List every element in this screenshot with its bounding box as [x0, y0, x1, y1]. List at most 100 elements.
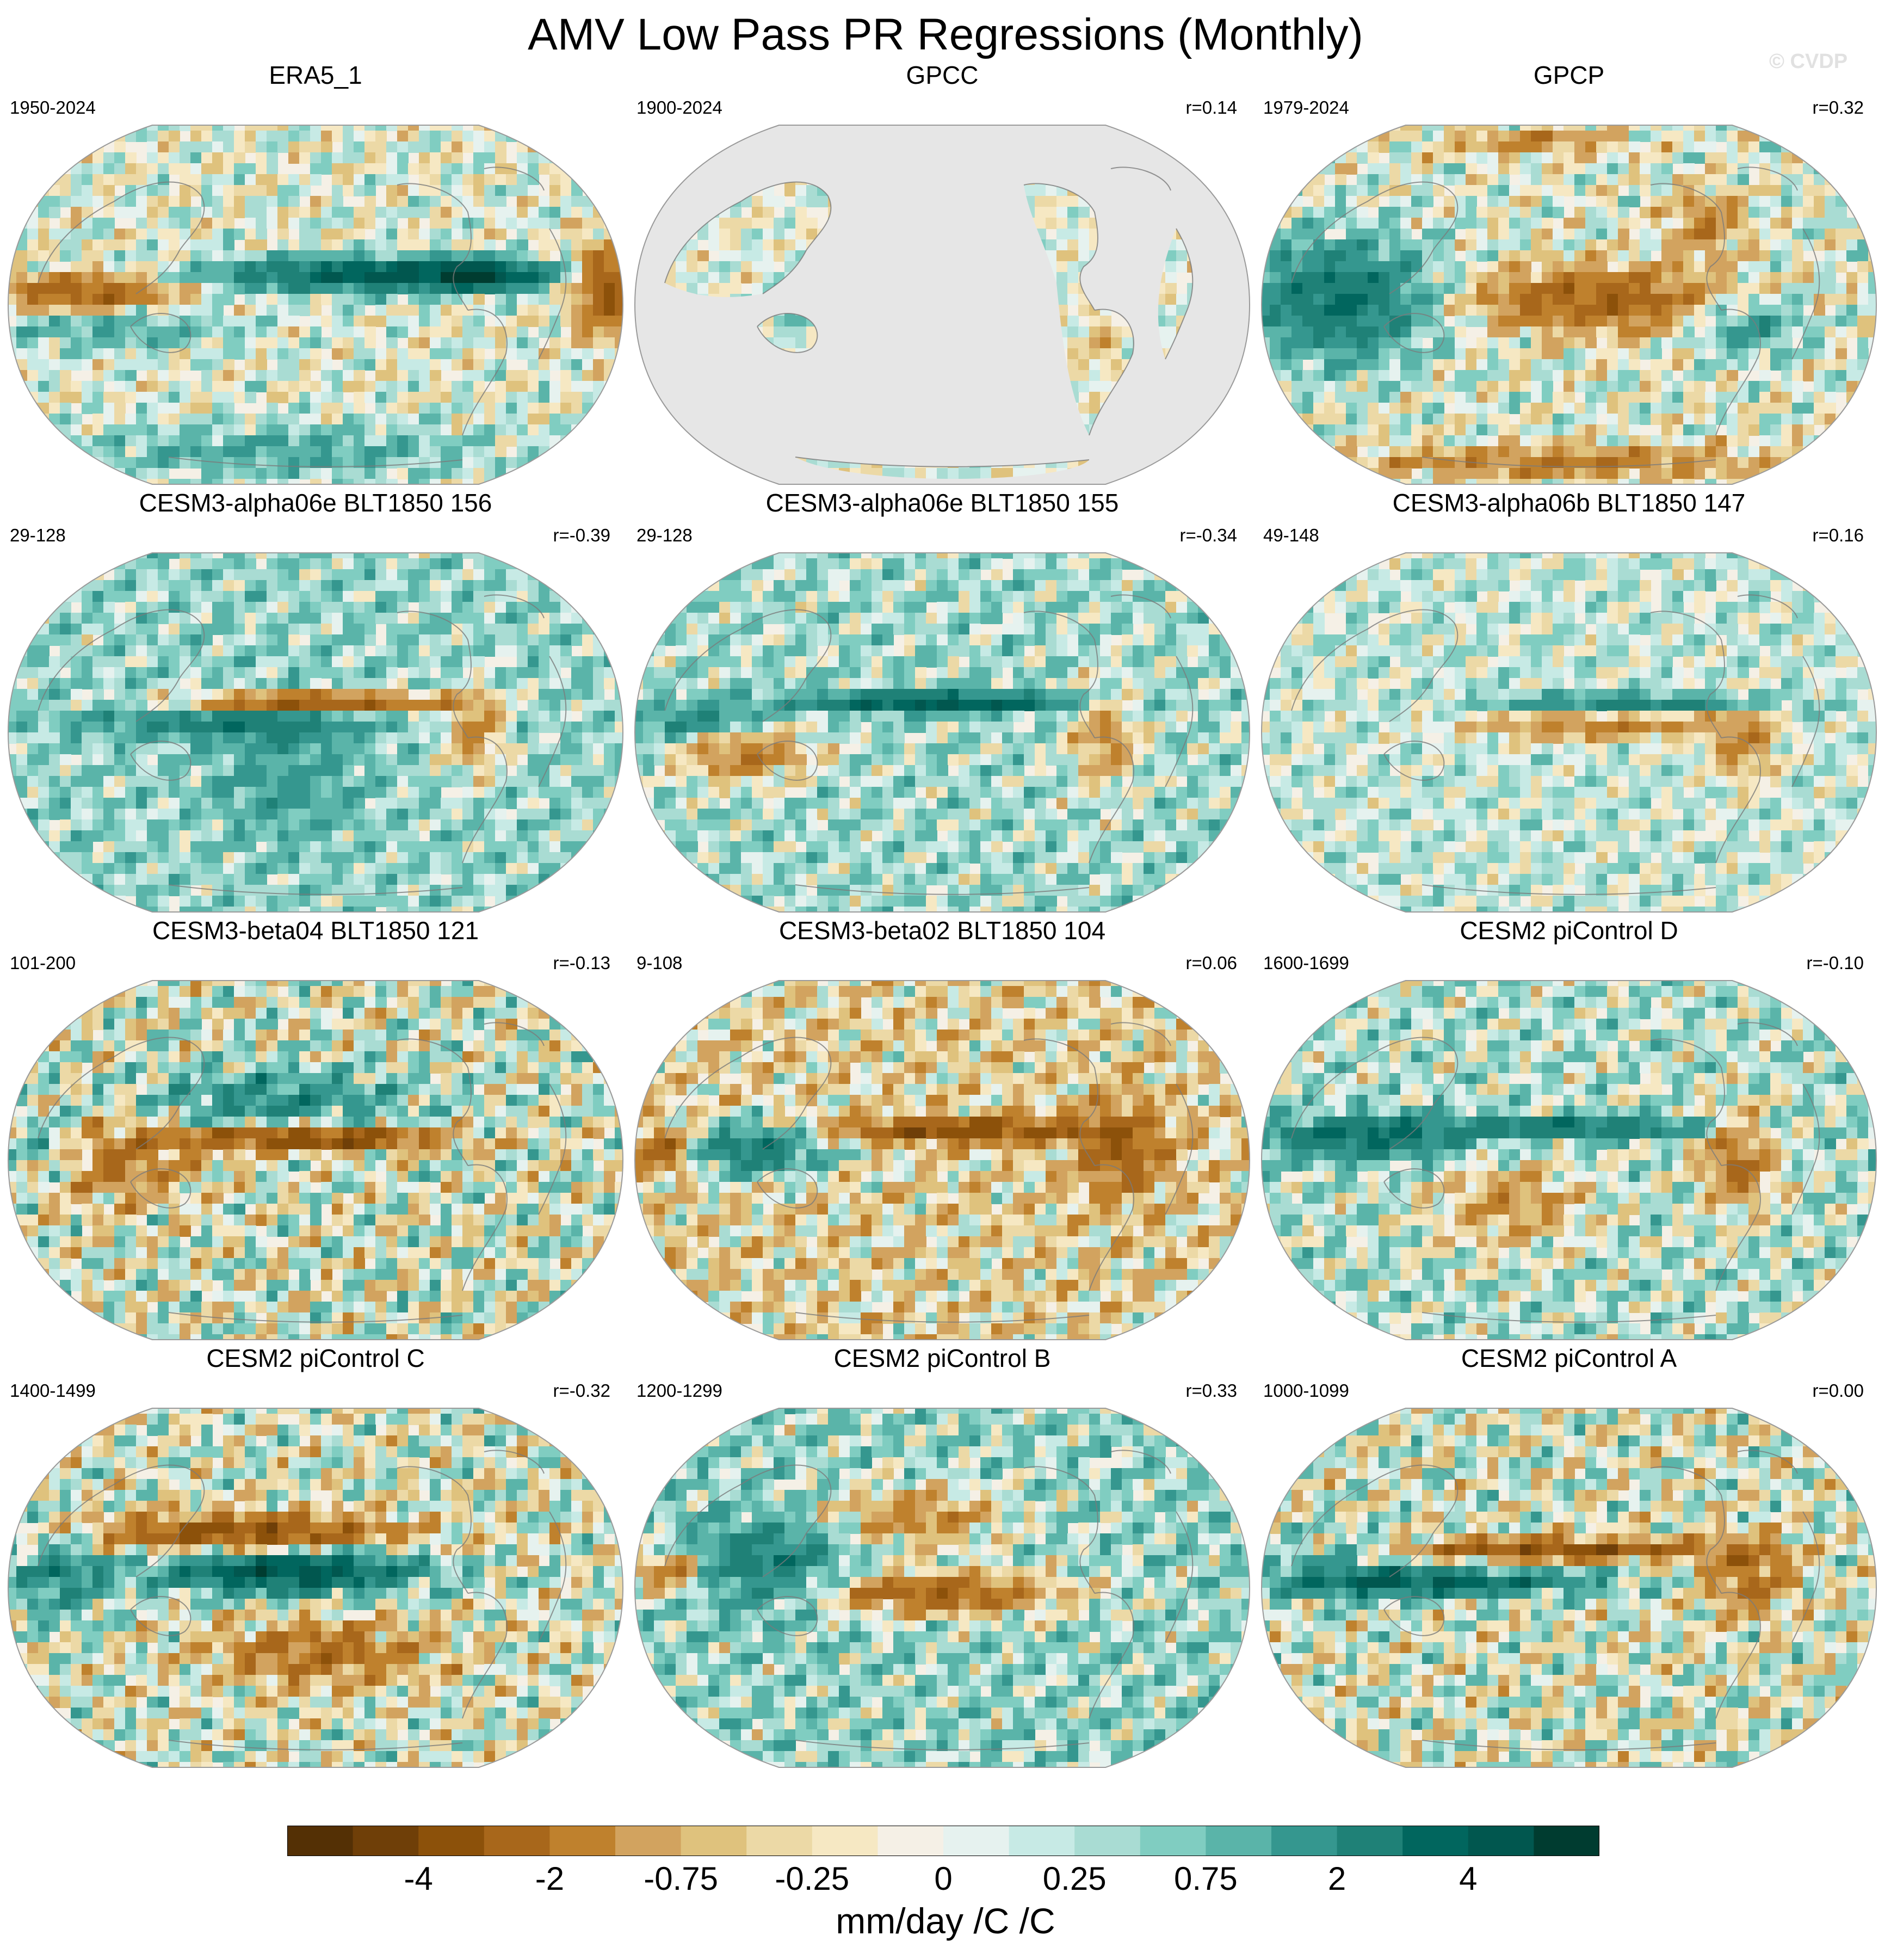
map-cell	[1335, 294, 1346, 305]
map-cell	[386, 457, 398, 469]
map-cell	[114, 125, 126, 131]
map-cell	[452, 272, 463, 283]
map-cell	[1144, 468, 1155, 479]
map-cell	[1455, 403, 1466, 414]
map-cell	[1618, 316, 1629, 327]
map-cell	[473, 381, 485, 392]
map-cell	[1836, 152, 1847, 164]
map-cell	[1466, 348, 1477, 360]
map-cell	[1770, 283, 1782, 294]
map-cell	[1585, 326, 1597, 338]
map-cell	[635, 414, 644, 425]
map-cell	[1379, 381, 1390, 392]
map-cell	[1487, 348, 1499, 360]
map-cell	[1836, 229, 1847, 240]
map-cell	[245, 446, 256, 458]
map-cell	[1509, 348, 1521, 360]
map-cell	[1640, 261, 1651, 273]
map-cell	[60, 131, 71, 142]
map-cell	[277, 414, 289, 425]
map-cell	[1241, 141, 1250, 153]
map-cell	[288, 141, 300, 153]
map-cell	[430, 283, 441, 294]
map-cell	[1716, 125, 1727, 131]
map-cell	[212, 163, 224, 175]
map-cell	[473, 326, 485, 338]
map-cell	[49, 316, 60, 327]
map-cell	[1262, 125, 1270, 131]
map-cell	[60, 185, 71, 196]
map-cell	[1520, 403, 1531, 414]
map-cell	[1444, 163, 1455, 175]
map-cell	[1694, 294, 1705, 305]
map-cell	[201, 185, 213, 196]
map-cell	[386, 381, 398, 392]
map-cell	[1574, 196, 1586, 207]
map-cell	[643, 457, 654, 469]
map-cell	[299, 250, 311, 262]
map-cell	[1220, 152, 1231, 164]
map-cell	[223, 326, 234, 338]
map-cell	[234, 326, 245, 338]
map-cell	[1542, 403, 1553, 414]
map-cell	[1738, 229, 1749, 240]
map-cell	[549, 141, 561, 153]
map-cell	[190, 424, 202, 436]
map-cell	[364, 131, 376, 142]
map-cell	[419, 479, 430, 484]
map-cell	[1694, 152, 1705, 164]
map-cell	[1694, 283, 1705, 294]
map-cell	[354, 446, 365, 458]
map-cell	[1868, 141, 1876, 153]
map-cell	[1727, 131, 1738, 142]
map-cell	[604, 414, 615, 425]
map-cell	[114, 174, 126, 186]
map-cell	[1727, 381, 1738, 392]
map-cell	[1368, 239, 1379, 251]
map-cell	[114, 403, 126, 414]
map-cell	[114, 370, 126, 381]
map-cell	[386, 294, 398, 305]
map-cell	[1466, 283, 1477, 294]
map-cell	[1476, 359, 1488, 371]
map-cell	[1509, 403, 1521, 414]
map-cell	[752, 218, 763, 229]
map-cell	[473, 359, 485, 371]
map-cell	[277, 250, 289, 262]
map-cell	[484, 305, 496, 316]
map-cell	[528, 424, 539, 436]
map-cell	[635, 359, 644, 371]
map-cell	[1596, 141, 1608, 153]
map-cell	[212, 229, 224, 240]
map-cell	[82, 185, 93, 196]
map-cell	[277, 370, 289, 381]
map-cell	[27, 229, 39, 240]
map-cell	[1291, 141, 1303, 153]
map-cell	[1281, 218, 1292, 229]
map-cell	[1067, 239, 1079, 251]
map-cell	[1368, 370, 1379, 381]
map-cell	[223, 163, 234, 175]
map-cell	[386, 479, 398, 484]
map-cell	[180, 283, 191, 294]
map-cell	[27, 446, 39, 458]
map-cell	[38, 326, 50, 338]
map-cell	[495, 446, 506, 458]
map-cell	[763, 272, 774, 283]
map-cell	[38, 457, 50, 469]
map-cell	[114, 359, 126, 371]
map-cell	[441, 424, 452, 436]
map-cell	[49, 185, 60, 196]
map-cell	[441, 305, 452, 316]
map-cell	[1727, 152, 1738, 164]
map-cell	[1241, 152, 1250, 164]
map-cell	[158, 250, 169, 262]
map-cell	[1564, 229, 1575, 240]
map-cell	[1520, 272, 1531, 283]
map-cell	[1389, 392, 1401, 403]
map-cell	[1046, 218, 1057, 229]
map-cell	[397, 457, 409, 469]
map-cell	[1683, 229, 1695, 240]
map-cell	[1553, 403, 1564, 414]
map-cell	[343, 283, 354, 294]
